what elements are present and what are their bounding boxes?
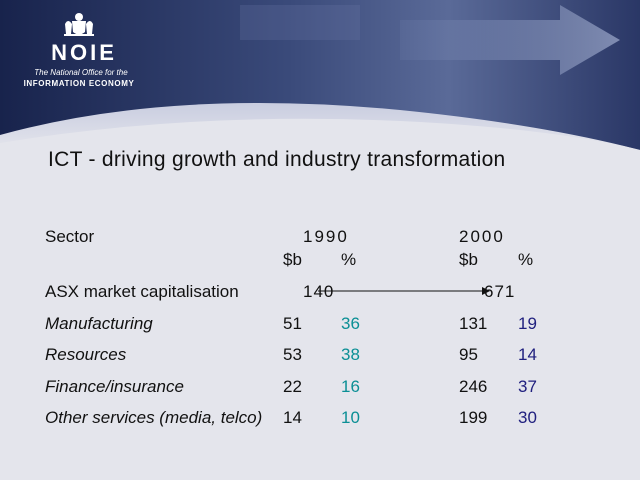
- unit-pct-2000: %: [518, 250, 534, 269]
- logo-tagline-2: INFORMATION ECONOMY: [23, 79, 135, 88]
- sector-header: Sector: [45, 227, 95, 246]
- growth-arrow-icon: [318, 287, 490, 295]
- asx-label: ASX market capitalisation: [45, 282, 239, 301]
- value-b-2000: 246: [459, 377, 488, 396]
- sector-label: Resources: [45, 345, 127, 364]
- sector-label: Other services (media, telco): [45, 408, 263, 427]
- year-1990-header: 1990: [303, 227, 349, 246]
- year-2000-header: 2000: [459, 227, 505, 246]
- asx-2000-value: 671: [484, 282, 516, 301]
- value-pct-2000: 37: [518, 377, 537, 396]
- value-b-2000: 95: [459, 345, 478, 364]
- value-pct-1990: 16: [341, 377, 360, 396]
- value-pct-1990: 36: [341, 314, 360, 333]
- value-b-1990: 22: [283, 377, 302, 396]
- value-pct-1990: 10: [341, 408, 360, 427]
- noie-logo: NOIE The National Office for the INFORMA…: [0, 0, 160, 100]
- value-b-2000: 199: [459, 408, 488, 427]
- sector-label: Finance/insurance: [45, 377, 184, 396]
- unit-b-2000: $b: [459, 250, 478, 269]
- value-pct-2000: 30: [518, 408, 537, 427]
- header-banner: [0, 0, 640, 150]
- value-b-2000: 131: [459, 314, 488, 333]
- value-b-1990: 14: [283, 408, 302, 427]
- unit-b-1990: $b: [283, 250, 302, 269]
- coat-of-arms-icon: [64, 13, 94, 36]
- logo-wordmark: NOIE: [51, 40, 117, 65]
- sector-label: Manufacturing: [45, 314, 153, 333]
- value-b-1990: 53: [283, 345, 302, 364]
- unit-pct-1990: %: [341, 250, 357, 269]
- value-b-1990: 51: [283, 314, 302, 333]
- logo-tagline-1: The National Office for the: [34, 68, 128, 77]
- slide-title: ICT - driving growth and industry transf…: [48, 148, 506, 171]
- value-pct-1990: 38: [341, 345, 360, 364]
- value-pct-2000: 14: [518, 345, 537, 364]
- value-pct-2000: 19: [518, 314, 537, 333]
